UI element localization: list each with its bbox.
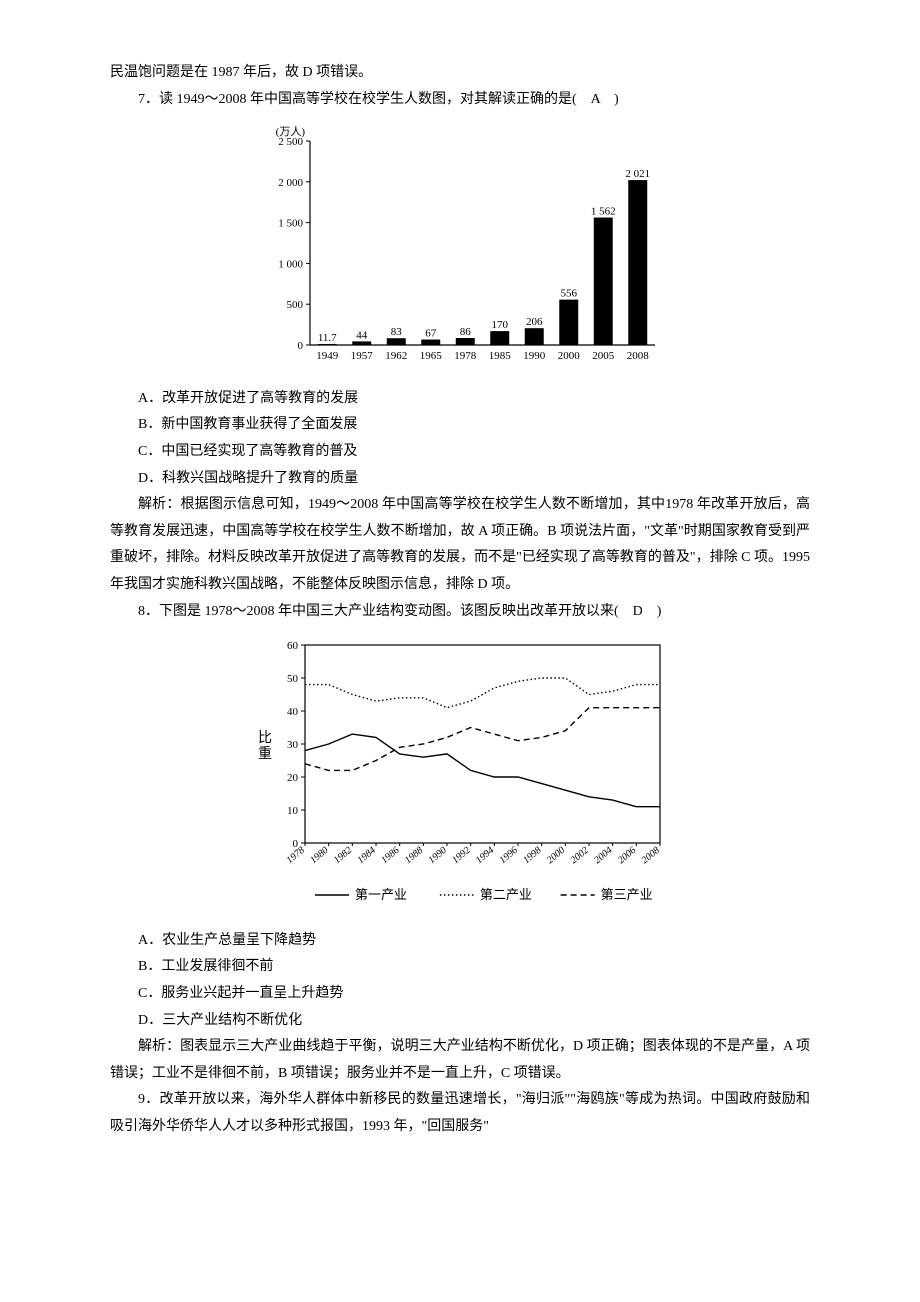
svg-text:556: 556 xyxy=(561,288,578,300)
svg-text:2002: 2002 xyxy=(569,845,591,866)
svg-text:第二产业: 第二产业 xyxy=(480,887,532,902)
svg-text:2 000: 2 000 xyxy=(278,177,303,189)
svg-text:60: 60 xyxy=(287,640,299,652)
svg-text:1957: 1957 xyxy=(351,350,374,362)
svg-text:1988: 1988 xyxy=(403,845,425,866)
svg-text:2008: 2008 xyxy=(627,350,650,362)
svg-text:(万人): (万人) xyxy=(276,125,306,138)
svg-text:20: 20 xyxy=(287,772,299,784)
svg-text:2000: 2000 xyxy=(558,350,581,362)
svg-text:500: 500 xyxy=(287,299,304,311)
svg-text:50: 50 xyxy=(287,673,299,685)
svg-text:1949: 1949 xyxy=(316,350,339,362)
svg-text:44: 44 xyxy=(356,330,368,342)
svg-text:2006: 2006 xyxy=(616,845,638,866)
svg-text:2004: 2004 xyxy=(592,845,614,866)
svg-text:67: 67 xyxy=(425,328,437,340)
q7-option-d: D．科教兴国战略提升了教育的质量 xyxy=(110,466,810,493)
svg-text:1986: 1986 xyxy=(379,845,401,866)
svg-text:第一产业: 第一产业 xyxy=(355,887,407,902)
svg-text:83: 83 xyxy=(391,326,403,338)
svg-text:重: 重 xyxy=(258,746,272,762)
svg-text:1 562: 1 562 xyxy=(591,206,616,218)
svg-text:1978: 1978 xyxy=(454,350,477,362)
q8-option-b: B．工业发展徘徊不前 xyxy=(110,954,810,981)
q9-stem: 9．改革开放以来，海外华人群体中新移民的数量迅速增长，"海归派""海鸥族"等成为… xyxy=(110,1087,810,1140)
svg-text:2005: 2005 xyxy=(592,350,615,362)
q7-option-b: B．新中国教育事业获得了全面发展 xyxy=(110,412,810,439)
svg-text:1985: 1985 xyxy=(489,350,512,362)
svg-text:1965: 1965 xyxy=(420,350,443,362)
svg-text:170: 170 xyxy=(492,319,509,331)
q8-analysis: 解析：图表显示三大产业曲线趋于平衡，说明三大产业结构不断优化，D 项正确；图表体… xyxy=(110,1034,810,1087)
svg-text:1984: 1984 xyxy=(356,845,378,866)
intro-text: 民温饱问题是在 1987 年后，故 D 项错误。 xyxy=(110,60,810,87)
svg-text:0: 0 xyxy=(298,340,304,352)
q8-option-c: C．服务业兴起并一直呈上升趋势 xyxy=(110,981,810,1008)
svg-text:206: 206 xyxy=(526,316,543,328)
q7-stem: 7．读 1949～2008 年中国高等学校在校学生人数图，对其解读正确的是( A… xyxy=(110,87,810,114)
svg-text:1 500: 1 500 xyxy=(278,218,303,230)
document-page: 民温饱问题是在 1987 年后，故 D 项错误。 7．读 1949～2008 年… xyxy=(0,0,920,1200)
q7-option-c: C．中国已经实现了高等教育的普及 xyxy=(110,439,810,466)
svg-text:1992: 1992 xyxy=(450,845,472,866)
svg-text:1990: 1990 xyxy=(523,350,546,362)
q8-line-chart: 0102030405060比重1978198019821984198619881… xyxy=(245,633,675,913)
svg-text:86: 86 xyxy=(460,326,472,338)
svg-text:1 000: 1 000 xyxy=(278,259,303,271)
svg-text:30: 30 xyxy=(287,739,299,751)
q7-analysis: 解析：根据图示信息可知，1949～2008 年中国高等学校在校学生人数不断增加，… xyxy=(110,492,810,598)
svg-text:1996: 1996 xyxy=(498,845,520,866)
svg-text:1978: 1978 xyxy=(285,845,307,866)
svg-text:比: 比 xyxy=(258,730,272,746)
q8-chart-wrap: 0102030405060比重1978198019821984198619881… xyxy=(110,633,810,924)
svg-text:第三产业: 第三产业 xyxy=(601,887,653,902)
svg-text:1982: 1982 xyxy=(332,845,354,866)
svg-text:11.7: 11.7 xyxy=(318,332,337,344)
q7-chart-wrap: 05001 0001 5002 0002 500(万人)11.719494419… xyxy=(110,121,810,382)
q8-stem: 8．下图是 1978～2008 年中国三大产业结构变动图。该图反映出改革开放以来… xyxy=(110,599,810,626)
svg-text:1980: 1980 xyxy=(308,845,330,866)
svg-text:1962: 1962 xyxy=(385,350,407,362)
svg-text:1998: 1998 xyxy=(521,845,543,866)
svg-text:1990: 1990 xyxy=(427,845,449,866)
q8-option-d: D．三大产业结构不断优化 xyxy=(110,1008,810,1035)
q7-option-a: A．改革开放促进了高等教育的发展 xyxy=(110,386,810,413)
q8-option-a: A．农业生产总量呈下降趋势 xyxy=(110,928,810,955)
q7-bar-chart: 05001 0001 5002 0002 500(万人)11.719494419… xyxy=(255,121,665,371)
svg-text:10: 10 xyxy=(287,805,299,817)
svg-text:2000: 2000 xyxy=(545,845,567,866)
svg-text:2008: 2008 xyxy=(640,845,662,866)
svg-text:40: 40 xyxy=(287,706,299,718)
svg-text:2 021: 2 021 xyxy=(625,168,650,180)
svg-text:1994: 1994 xyxy=(474,845,496,866)
